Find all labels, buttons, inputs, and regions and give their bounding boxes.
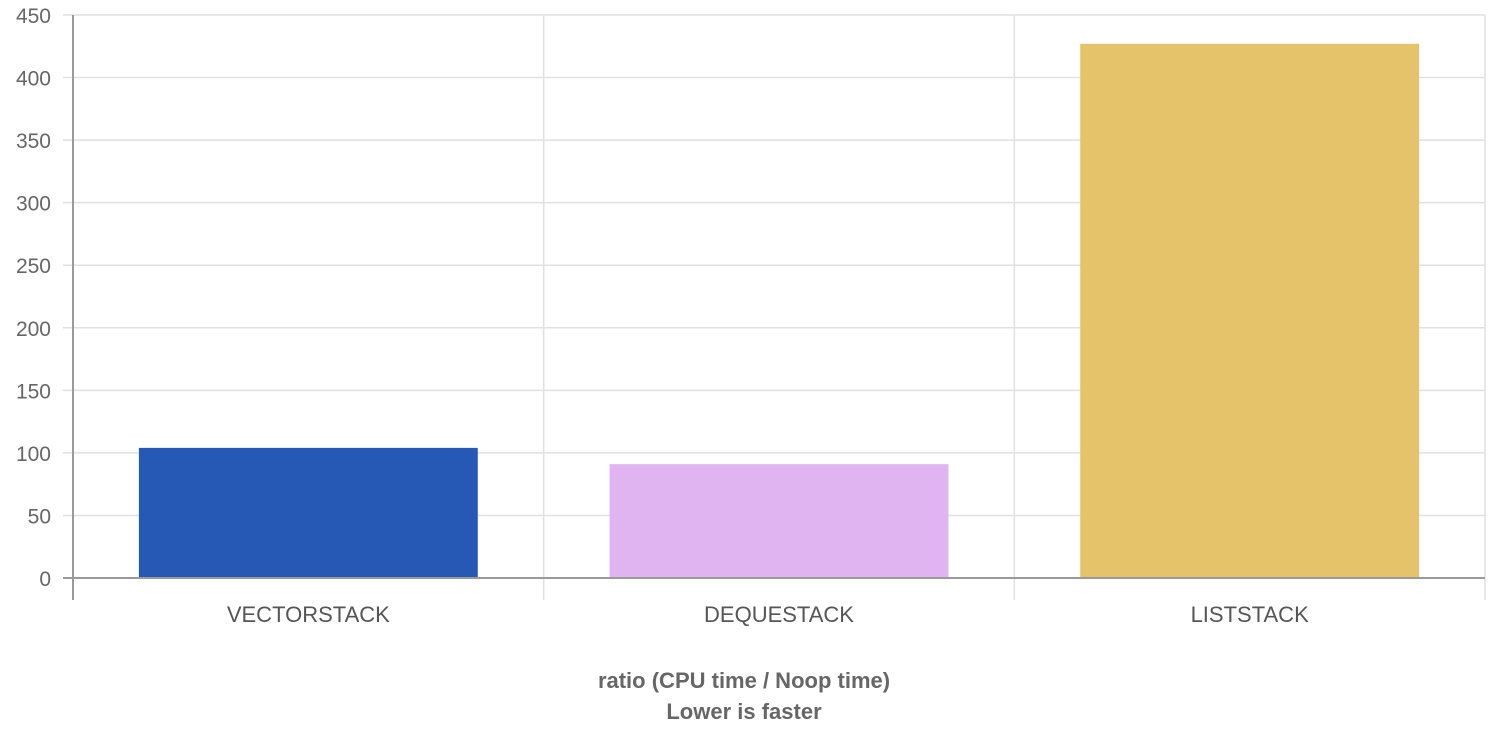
y-tick-label: 350 (16, 130, 51, 153)
x-axis-tick-labels: VECTORSTACK DEQUESTACK LISTSTACK (227, 602, 1309, 627)
y-tick-label: 300 (16, 193, 51, 216)
x-tick-label: LISTSTACK (1191, 602, 1310, 627)
bar-vectorstack (138, 447, 478, 578)
y-tick-label: 50 (28, 505, 51, 528)
y-tick-label: 100 (16, 443, 51, 466)
y-tick-label: 0 (39, 568, 51, 591)
y-tick-label: 150 (16, 380, 51, 403)
x-axis-label-line-1: ratio (CPU time / Noop time) (598, 668, 890, 693)
bars (138, 43, 1420, 578)
x-tick-label: DEQUESTACK (704, 602, 854, 627)
y-tick-label: 450 (16, 5, 51, 28)
y-axis-tick-labels: 0 50 100 150 200 250 300 350 400 450 (16, 5, 51, 591)
bar-dequestack (609, 464, 949, 578)
y-tick-label: 200 (16, 318, 51, 341)
bar-liststack (1080, 43, 1420, 578)
x-tick-label: VECTORSTACK (227, 602, 390, 627)
x-axis-label-line-2: Lower is faster (666, 699, 822, 724)
axes (63, 15, 1485, 600)
y-tick-label: 250 (16, 255, 51, 278)
y-tick-label: 400 (16, 68, 51, 91)
